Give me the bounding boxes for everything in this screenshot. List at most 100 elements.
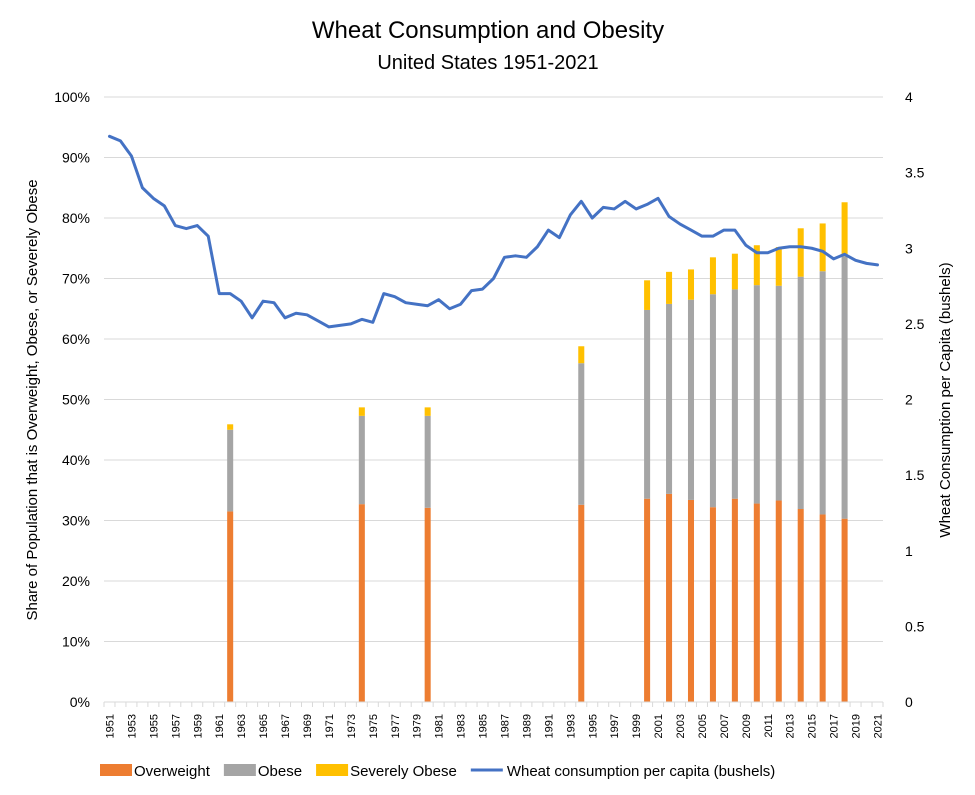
bar-overweight: [776, 501, 782, 702]
x-tick-label: 1955: [148, 714, 160, 738]
x-tick-label: 1971: [324, 714, 336, 738]
legend-label-overweight: Overweight: [134, 763, 211, 780]
bar-severely-obese: [710, 257, 716, 294]
bar-obese: [359, 416, 365, 504]
y-axis-left-label: Share of Population that is Overweight, …: [24, 179, 41, 620]
x-tick-label: 1973: [346, 714, 358, 738]
x-tick-label: 2007: [719, 714, 731, 738]
bar-obese: [578, 363, 584, 505]
bar-overweight: [666, 494, 672, 702]
bar-overweight: [578, 505, 584, 702]
x-tick-label: 2013: [785, 714, 797, 738]
x-tick-label: 1963: [236, 714, 248, 738]
bar-obese: [666, 304, 672, 494]
bar-obese: [227, 430, 233, 512]
bar-severely-obese: [732, 254, 738, 290]
gridlines: [104, 97, 883, 642]
bar-severely-obese: [776, 247, 782, 286]
x-tick-label: 1985: [478, 714, 490, 738]
bar-obese: [644, 310, 650, 499]
x-tick-label: 1965: [258, 714, 270, 738]
bar-severely-obese: [644, 280, 650, 310]
y-left-tick-label: 70%: [62, 271, 90, 287]
x-tick-label: 2003: [675, 714, 687, 738]
x-tick-label: 1979: [412, 714, 424, 738]
bar-overweight: [359, 504, 365, 702]
y-axis-right-label: Wheat Consumption per Capita (bushels): [937, 262, 954, 537]
x-tick-label: 2021: [873, 714, 885, 738]
chart-title: Wheat Consumption and Obesity: [312, 17, 664, 44]
bar-severely-obese: [359, 407, 365, 415]
y-left-tick-label: 80%: [62, 210, 90, 226]
bar-obese: [688, 300, 694, 500]
x-tick-label: 1951: [104, 714, 116, 738]
bar-overweight: [688, 500, 694, 702]
y-right-tick-label: 4: [905, 89, 913, 105]
chart-container: Wheat Consumption and Obesity United Sta…: [0, 0, 975, 795]
y-right-tick-label: 3: [905, 240, 913, 256]
x-tick-label: 2011: [763, 714, 775, 738]
bar-overweight: [732, 499, 738, 702]
y-right-tick-label: 1: [905, 543, 913, 559]
x-tick-label: 2019: [851, 714, 863, 738]
bar-series-group: [227, 202, 847, 702]
bar-obese: [754, 285, 760, 503]
bar-overweight: [842, 519, 848, 702]
bar-obese: [710, 294, 716, 507]
x-tick-label: 1995: [587, 714, 599, 738]
bar-severely-obese: [688, 269, 694, 299]
x-tick-label: 2001: [653, 714, 665, 738]
bar-obese: [820, 271, 826, 514]
y-right-tick-label: 0: [905, 694, 913, 710]
y-left-tick-label: 100%: [54, 89, 90, 105]
bar-obese: [776, 286, 782, 501]
bar-overweight: [227, 511, 233, 702]
x-tick-label: 1969: [302, 714, 314, 738]
x-tick-label: 1991: [543, 714, 555, 738]
bar-severely-obese: [842, 202, 848, 256]
y-left-tick-label: 30%: [62, 513, 90, 529]
bar-obese: [425, 416, 431, 508]
x-tick-label: 2009: [741, 714, 753, 738]
y-right-tick-label: 2: [905, 392, 913, 408]
bar-severely-obese: [666, 272, 672, 304]
wheat-consumption-line: [109, 136, 877, 327]
y-left-tick-label: 40%: [62, 452, 90, 468]
legend-swatch-severely-obese: [316, 764, 348, 776]
x-tick-label: 1987: [499, 714, 511, 738]
wheat-obesity-chart: Wheat Consumption and Obesity United Sta…: [0, 0, 975, 795]
x-tick-label: 1997: [609, 714, 621, 738]
legend-swatch-obese: [224, 764, 256, 776]
bar-severely-obese: [798, 228, 804, 276]
chart-subtitle: United States 1951-2021: [377, 52, 598, 74]
x-tick-label: 1983: [456, 714, 468, 738]
y-left-tick-label: 0%: [70, 694, 90, 710]
bar-overweight: [754, 504, 760, 702]
x-tick-label: 1953: [126, 714, 138, 738]
y-left-tick-label: 10%: [62, 634, 90, 650]
y-left-tick-label: 60%: [62, 331, 90, 347]
y-left-tick-label: 50%: [62, 392, 90, 408]
bar-severely-obese: [425, 407, 431, 415]
bar-severely-obese: [820, 223, 826, 271]
bar-overweight: [820, 514, 826, 702]
bar-severely-obese: [578, 346, 584, 363]
y-left-tick-label: 90%: [62, 150, 90, 166]
y-left-tick-label: 20%: [62, 573, 90, 589]
legend-label-wheat-consumption: Wheat consumption per capita (bushels): [507, 763, 775, 780]
legend-label-obese: Obese: [258, 763, 302, 780]
x-tick-label: 2015: [807, 714, 819, 738]
x-tick-label: 2017: [829, 714, 841, 738]
bar-overweight: [425, 508, 431, 702]
x-tick-label: 1975: [368, 714, 380, 738]
bar-overweight: [710, 507, 716, 702]
x-tick-label: 1981: [434, 714, 446, 738]
bar-severely-obese: [227, 424, 233, 429]
y-right-tick-label: 1.5: [905, 467, 925, 483]
x-tick-label: 1959: [192, 714, 204, 738]
y-right-tick-label: 3.5: [905, 165, 925, 181]
x-tick-label: 1993: [565, 714, 577, 738]
x-tick-label: 1989: [521, 714, 533, 738]
legend: Overweight Obese Severely Obese Wheat consu…: [100, 763, 775, 780]
x-tick-label: 1957: [170, 714, 182, 738]
